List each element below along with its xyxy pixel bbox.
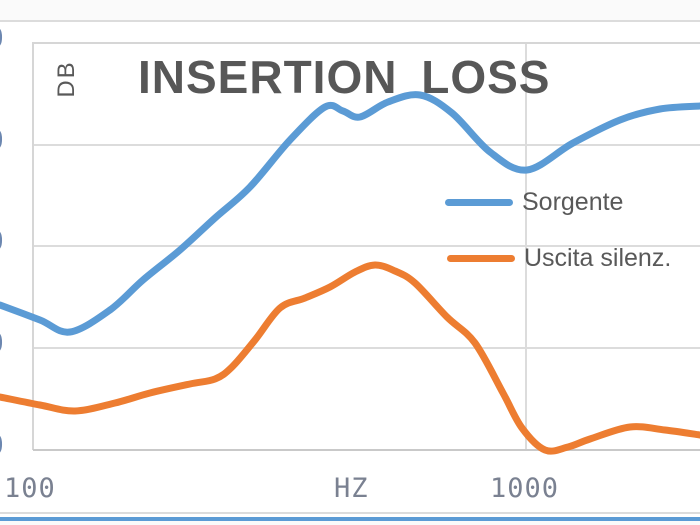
y-tick-label-cropped: 0 xyxy=(0,431,7,459)
bottom-rule xyxy=(0,512,700,514)
x-axis-line xyxy=(33,449,700,451)
bottom-accent-bar xyxy=(0,517,700,521)
plot-border-top xyxy=(32,42,700,44)
x-tick-100[interactable]: 100 xyxy=(4,473,56,504)
y-tick-label-cropped: 0 xyxy=(0,329,7,357)
y-tick-label-cropped: 0 xyxy=(0,24,7,52)
legend-label-uscita-silenz: Uscita silenz. xyxy=(524,243,672,272)
legend-label-sorgente: Sorgente xyxy=(522,187,624,216)
plot-border-left xyxy=(32,42,34,450)
x-tick-1000[interactable]: 1000 xyxy=(490,473,560,504)
legend-item-sorgente[interactable]: Sorgente xyxy=(445,187,623,217)
series-line-sorgente[interactable] xyxy=(0,91,700,336)
vertical-gridline-1000hz xyxy=(525,44,527,450)
legend-item-uscita-silenz[interactable]: Uscita silenz. xyxy=(447,243,671,273)
bottom-margin-strip xyxy=(0,521,700,525)
legend-line-swatch-orange xyxy=(447,254,515,262)
legend-line-swatch-blue xyxy=(445,198,513,206)
gridline xyxy=(34,347,700,349)
chart-title[interactable]: INSERTION LOSS xyxy=(138,51,551,103)
top-rule xyxy=(0,0,700,22)
y-tick-label-cropped: 0 xyxy=(0,126,7,154)
y-tick-label-cropped: 0 xyxy=(0,227,7,255)
series-line-uscita-silenz[interactable] xyxy=(0,261,700,455)
x-axis-title[interactable]: HZ xyxy=(334,473,369,504)
gridline xyxy=(34,144,700,146)
gridline xyxy=(34,245,700,247)
